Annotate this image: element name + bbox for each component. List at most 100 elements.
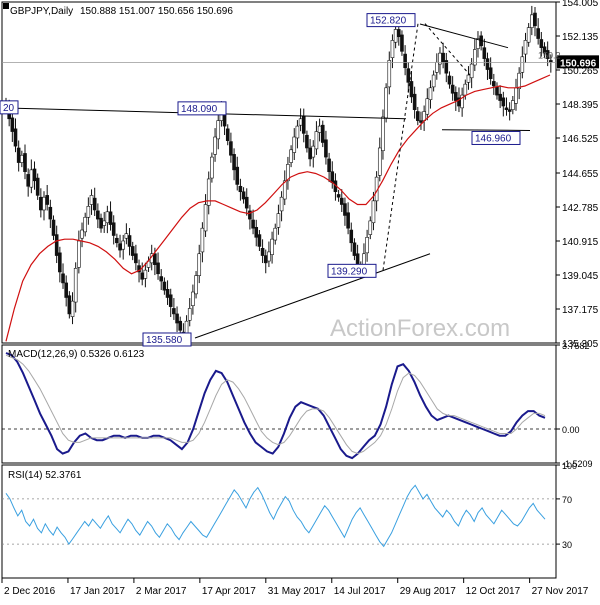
candle-body xyxy=(485,58,490,70)
candle-body xyxy=(355,253,360,265)
candle-body xyxy=(270,238,274,255)
rsi-y-tick-label: 100 xyxy=(562,461,577,471)
annotation-label: 135.580 xyxy=(146,335,183,346)
trendline-triangle-top xyxy=(419,23,509,49)
candle-body xyxy=(308,147,312,160)
candle-body xyxy=(241,191,246,200)
x-tick-label: 27 Nov 2017 xyxy=(532,586,589,597)
candle-body xyxy=(298,118,303,126)
candle-body xyxy=(428,87,433,100)
candle-body xyxy=(159,276,164,282)
candle-body xyxy=(492,81,496,87)
candle-body xyxy=(213,136,217,155)
macd-title: MACD(12,26,9) 0.5326 0.6123 xyxy=(8,349,145,360)
candle-body xyxy=(504,107,509,110)
candle-body xyxy=(473,49,477,66)
candle-body xyxy=(127,235,132,247)
hidden-price-label: 150.2 xyxy=(538,50,561,60)
candle-body xyxy=(238,185,243,193)
candle-body xyxy=(406,68,411,83)
candle-body xyxy=(396,29,401,38)
candle-body xyxy=(444,60,449,74)
candle-body xyxy=(330,171,335,183)
candle-body xyxy=(225,128,230,141)
candle-body xyxy=(542,46,547,54)
candle-body xyxy=(210,156,214,179)
watermark: ActionForex.com xyxy=(330,315,510,342)
candle-body xyxy=(254,226,259,238)
price-title: GBPJPY,Daily xyxy=(10,6,73,17)
candle-body xyxy=(530,14,534,28)
macd-y-tick-label: -1.5209 xyxy=(562,459,593,469)
candle-body xyxy=(77,240,81,268)
candle-body xyxy=(121,240,126,250)
candle-body xyxy=(469,63,474,79)
candle-body xyxy=(229,141,233,156)
candle-body xyxy=(35,177,40,196)
candle-body xyxy=(460,94,464,109)
candle-body xyxy=(29,169,34,188)
candle-body xyxy=(184,320,189,334)
x-tick-label: 2 Dec 2016 xyxy=(4,586,56,597)
macd-signal-line xyxy=(5,354,546,455)
candle-body xyxy=(279,196,284,212)
candle-body xyxy=(346,212,350,229)
candle-body xyxy=(514,87,518,104)
rsi-line xyxy=(5,484,546,548)
candle-body xyxy=(251,219,255,229)
candle-body xyxy=(431,74,436,88)
candle-body xyxy=(419,120,423,123)
candle-body xyxy=(156,262,160,275)
candle-body xyxy=(175,313,179,324)
candle-body xyxy=(232,154,236,171)
candle-body xyxy=(517,72,521,90)
candle-body xyxy=(320,124,325,143)
candle-body xyxy=(352,242,357,256)
candle-body xyxy=(67,295,72,315)
annotation-label: 139.290 xyxy=(331,266,368,277)
candle-body xyxy=(267,251,271,262)
candle-body xyxy=(260,247,265,256)
annotation-box xyxy=(142,332,192,347)
candle-body xyxy=(301,115,306,134)
x-tick-label: 17 Jan 2017 xyxy=(70,586,125,597)
x-tick-label: 17 Apr 2017 xyxy=(202,586,256,597)
x-tick-label: 2 Mar 2017 xyxy=(136,586,187,597)
candle-body xyxy=(409,81,414,98)
candle-body xyxy=(115,237,119,244)
candle-body xyxy=(206,178,211,206)
candle-body xyxy=(327,158,331,172)
candle-body xyxy=(58,252,62,273)
annotation-box xyxy=(177,101,227,116)
macd-y-tick-label: 0.00 xyxy=(562,425,580,435)
price-y-tick-label: 137.175 xyxy=(562,305,599,316)
price-y-tick-label: 150.265 xyxy=(562,66,599,77)
candle-body xyxy=(282,180,287,200)
candle-body xyxy=(111,222,116,236)
candle-body xyxy=(70,300,75,317)
candle-body xyxy=(83,216,87,233)
candle-body xyxy=(140,272,145,280)
candle-body xyxy=(415,111,420,121)
macd-line xyxy=(5,352,546,460)
candle-body xyxy=(191,291,195,307)
candle-body xyxy=(349,229,354,244)
candle-body xyxy=(172,308,176,315)
candle-body xyxy=(45,195,49,205)
candle-body xyxy=(533,12,537,27)
candle-body xyxy=(450,84,455,94)
candle-body xyxy=(108,211,113,225)
x-tick-label: 12 Oct 2017 xyxy=(466,586,521,597)
candle-body xyxy=(286,164,290,182)
candle-body xyxy=(412,93,417,110)
annotation-label: 146.960 xyxy=(475,133,512,144)
candle-body xyxy=(498,93,502,101)
candle-body xyxy=(368,220,373,235)
candle-body xyxy=(124,233,129,239)
candle-body xyxy=(495,86,499,96)
candle-body xyxy=(200,227,205,253)
price-y-tick-label: 135.305 xyxy=(562,339,599,350)
candle-body xyxy=(400,34,404,52)
